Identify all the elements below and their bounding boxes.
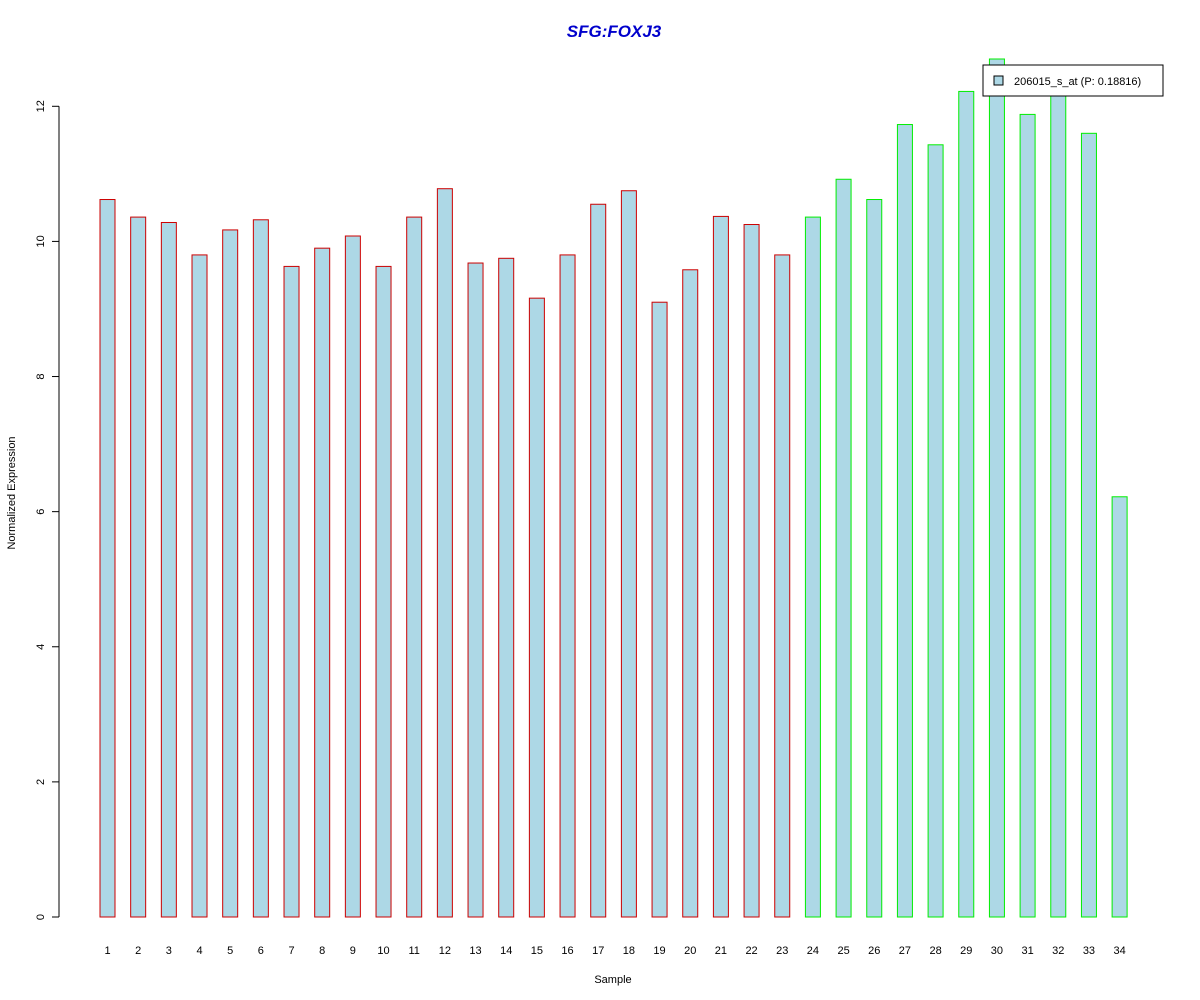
x-tick-label: 30 [991, 945, 1003, 957]
bar [927, 144, 944, 918]
y-tick-label: 6 [35, 509, 47, 515]
bar [866, 199, 883, 918]
bar [1019, 113, 1036, 918]
x-axis-label: Sample [594, 974, 631, 986]
y-axis: 0 2 4 6 8 10 12 [35, 100, 60, 920]
x-tick-label: 1 [104, 945, 110, 957]
y-tick-label: 4 [35, 644, 47, 650]
x-tick-label: 5 [227, 945, 233, 957]
bar [191, 254, 208, 918]
bar [130, 216, 147, 918]
bar [958, 90, 975, 918]
bar [160, 221, 177, 918]
x-tick-label: 23 [776, 945, 788, 957]
x-tick-label: 29 [960, 945, 972, 957]
y-tick-label: 8 [35, 373, 47, 379]
bar [99, 199, 116, 918]
x-tick-label: 10 [377, 945, 389, 957]
bar [252, 219, 269, 918]
bar [1111, 496, 1128, 918]
legend: 206015_s_at (P: 0.18816) [982, 64, 1164, 97]
bar [651, 301, 668, 918]
y-axis-label: Normalized Expression [6, 436, 18, 549]
x-tick-label: 31 [1021, 945, 1033, 957]
y-tick-label: 10 [35, 235, 47, 247]
bar [406, 216, 423, 918]
x-tick-label: 21 [715, 945, 727, 957]
bar [283, 265, 300, 918]
x-tick-label: 17 [592, 945, 604, 957]
legend-label: 206015_s_at (P: 0.18816) [1014, 76, 1141, 88]
x-tick-label: 24 [807, 945, 819, 957]
y-tick-label: 0 [35, 914, 47, 920]
x-tick-label: 11 [408, 945, 419, 957]
x-tick-label: 18 [623, 945, 635, 957]
legend-swatch [993, 75, 1004, 86]
x-tick-label: 6 [258, 945, 264, 957]
bar [467, 262, 484, 918]
x-tick-label: 20 [684, 945, 696, 957]
x-tick-label: 8 [319, 945, 325, 957]
bar [835, 178, 852, 918]
bar [436, 188, 453, 918]
bar [559, 254, 576, 918]
bar [712, 215, 729, 918]
x-tick-label: 16 [561, 945, 573, 957]
x-tick-label: 32 [1052, 945, 1064, 957]
bar [590, 203, 607, 918]
bar [222, 229, 239, 918]
bar [1050, 93, 1067, 918]
bar [743, 224, 760, 918]
bar [774, 254, 791, 918]
x-tick-label: 12 [439, 945, 451, 957]
x-tick-label: 34 [1113, 945, 1125, 957]
x-tick-label: 9 [350, 945, 356, 957]
bar [375, 265, 392, 918]
bar [344, 235, 361, 918]
x-tick-label: 27 [899, 945, 911, 957]
y-tick-label: 2 [35, 779, 47, 785]
x-tick-label: 13 [469, 945, 481, 957]
x-tick-label: 15 [531, 945, 543, 957]
bar [896, 124, 913, 918]
x-tick-label: 7 [288, 945, 294, 957]
bar [498, 257, 515, 918]
x-tick-label: 28 [929, 945, 941, 957]
bar [620, 190, 637, 918]
bar [804, 216, 821, 918]
bars [99, 58, 1128, 918]
x-tick-label: 3 [166, 945, 172, 957]
legend-box [982, 64, 1164, 97]
x-tick-label: 25 [837, 945, 849, 957]
bar [528, 297, 545, 918]
y-tick-label: 12 [35, 100, 47, 112]
bar [314, 247, 331, 918]
chart-title: SFG:FOXJ3 [567, 22, 662, 41]
x-tick-label: 14 [500, 945, 512, 957]
x-tick-label: 33 [1083, 945, 1095, 957]
x-tick-label: 4 [196, 945, 202, 957]
bar [988, 58, 1005, 918]
x-tick-label: 22 [745, 945, 757, 957]
bar [682, 269, 699, 918]
bar [1080, 132, 1097, 918]
x-tick-label: 19 [653, 945, 665, 957]
x-tick-label: 26 [868, 945, 880, 957]
x-tick-label: 2 [135, 945, 141, 957]
x-axis-tick-labels: 1 2 3 4 5 6 7 8 9 10 11 12 13 14 15 16 17 18 19 20 21 22 23 24 2… [104, 945, 1125, 957]
